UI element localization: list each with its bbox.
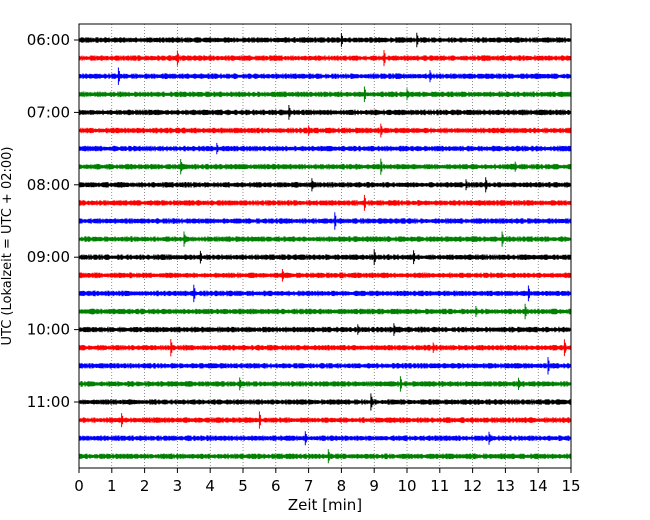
x-axis-ticks: 0 1 2 3 4 5 6 7 8 9 10 11 12 13 14 15 xyxy=(74,468,581,495)
x-tick-label: 0 xyxy=(74,477,84,495)
trace-0645 xyxy=(78,86,572,103)
trace-0815 xyxy=(78,194,572,211)
trace-0845 xyxy=(78,231,572,247)
trace-0700 xyxy=(78,105,572,120)
x-tick-label: 13 xyxy=(496,477,515,495)
trace-1045 xyxy=(78,376,572,392)
x-tick-label: 10 xyxy=(397,477,416,495)
trace-0900 xyxy=(78,249,572,266)
x-axis-label: Zeit [min] xyxy=(288,496,362,514)
trace-0630 xyxy=(78,67,572,85)
trace-0715 xyxy=(78,123,572,138)
x-tick-label: 3 xyxy=(173,477,183,495)
trace-0800 xyxy=(78,177,572,193)
x-tick-label: 5 xyxy=(238,477,248,495)
x-tick-label: 2 xyxy=(140,477,150,495)
y-tick-label: 06:00 xyxy=(27,31,70,49)
grid-lines xyxy=(111,24,539,468)
trace-1145 xyxy=(78,449,572,464)
trace-0915 xyxy=(78,269,572,282)
trace-1015 xyxy=(78,339,572,357)
x-tick-label: 15 xyxy=(561,477,580,495)
trace-1130 xyxy=(78,431,572,446)
trace-1100 xyxy=(78,393,572,411)
trace-1115 xyxy=(78,411,572,429)
y-axis-label: UTC (Lokalzeit = UTC + 02:00) xyxy=(0,147,15,346)
x-tick-label: 4 xyxy=(205,477,215,495)
trace-0945 xyxy=(78,303,572,320)
plot-frame xyxy=(78,23,572,469)
trace-0730 xyxy=(78,142,572,155)
y-axis-ticks: 06:00 07:00 08:00 09:00 10:00 11:00 xyxy=(27,31,79,411)
x-tick-label: 12 xyxy=(463,477,482,495)
x-tick-label: 6 xyxy=(271,477,281,495)
trace-1030 xyxy=(78,357,572,375)
trace-0745 xyxy=(78,158,572,175)
y-tick-label: 08:00 xyxy=(27,176,70,194)
trace-0615 xyxy=(78,50,572,67)
x-tick-label: 8 xyxy=(337,477,347,495)
trace-1000 xyxy=(78,323,572,336)
y-tick-label: 11:00 xyxy=(27,393,70,411)
x-tick-label: 1 xyxy=(107,477,117,495)
x-tick-label: 9 xyxy=(369,477,379,495)
trace-0930 xyxy=(78,284,572,303)
trace-0830 xyxy=(78,212,572,230)
seismic-traces xyxy=(78,32,572,464)
y-tick-label: 10:00 xyxy=(27,321,70,339)
y-tick-label: 07:00 xyxy=(27,103,70,121)
y-tick-label: 09:00 xyxy=(27,248,70,266)
x-tick-label: 14 xyxy=(529,477,548,495)
x-tick-label: 11 xyxy=(430,477,449,495)
trace-0600 xyxy=(78,32,572,48)
x-tick-label: 7 xyxy=(304,477,314,495)
